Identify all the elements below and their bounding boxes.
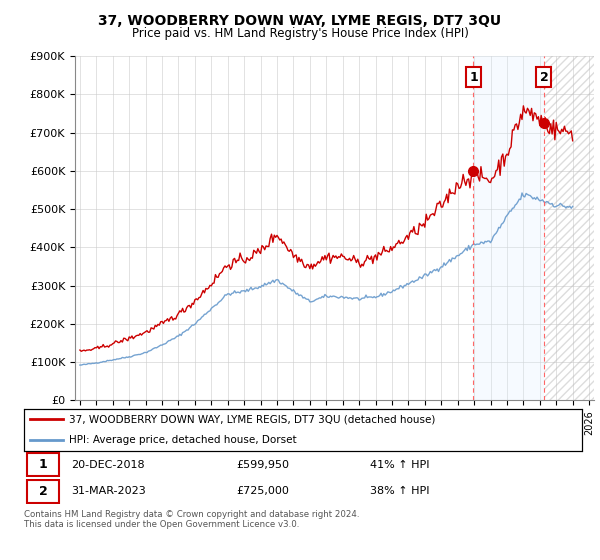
Text: 37, WOODBERRY DOWN WAY, LYME REGIS, DT7 3QU: 37, WOODBERRY DOWN WAY, LYME REGIS, DT7 … xyxy=(98,14,502,28)
Bar xyxy=(544,56,594,400)
Text: 2: 2 xyxy=(38,485,47,498)
Text: £725,000: £725,000 xyxy=(236,487,289,496)
Text: 37, WOODBERRY DOWN WAY, LYME REGIS, DT7 3QU (detached house): 37, WOODBERRY DOWN WAY, LYME REGIS, DT7 … xyxy=(68,414,435,424)
Text: HPI: Average price, detached house, Dorset: HPI: Average price, detached house, Dors… xyxy=(68,435,296,445)
Text: 1: 1 xyxy=(469,71,478,83)
Text: 2: 2 xyxy=(539,71,548,83)
Text: 41% ↑ HPI: 41% ↑ HPI xyxy=(370,460,430,469)
Bar xyxy=(27,480,59,503)
Text: Price paid vs. HM Land Registry's House Price Index (HPI): Price paid vs. HM Land Registry's House … xyxy=(131,27,469,40)
Text: £599,950: £599,950 xyxy=(236,460,289,469)
Text: 20-DEC-2018: 20-DEC-2018 xyxy=(71,460,145,469)
Bar xyxy=(473,56,544,400)
Bar xyxy=(27,453,59,476)
Text: Contains HM Land Registry data © Crown copyright and database right 2024.
This d: Contains HM Land Registry data © Crown c… xyxy=(24,510,359,529)
Text: 1: 1 xyxy=(38,458,47,471)
Text: 38% ↑ HPI: 38% ↑ HPI xyxy=(370,487,430,496)
Text: 31-MAR-2023: 31-MAR-2023 xyxy=(71,487,146,496)
Bar xyxy=(544,56,594,400)
